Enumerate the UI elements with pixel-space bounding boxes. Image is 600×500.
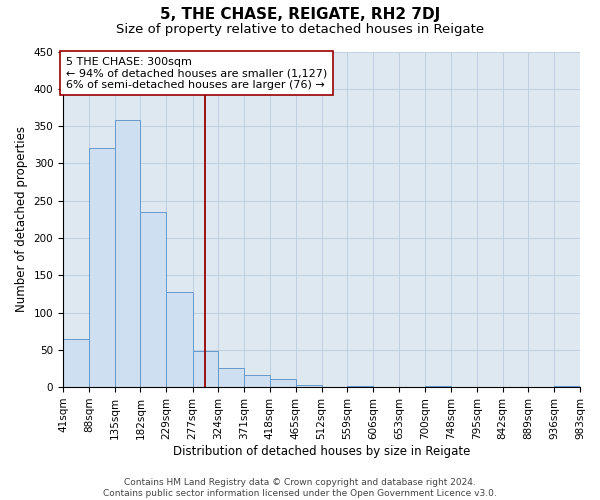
Bar: [193, 352, 218, 387]
Bar: [425, 386, 451, 387]
Bar: [115, 120, 140, 387]
Text: Contains HM Land Registry data © Crown copyright and database right 2024.
Contai: Contains HM Land Registry data © Crown c…: [103, 478, 497, 498]
Bar: [89, 148, 115, 387]
Bar: [296, 385, 322, 387]
Bar: [347, 386, 373, 387]
Text: Size of property relative to detached houses in Reigate: Size of property relative to detached ho…: [116, 22, 484, 36]
Bar: [270, 379, 296, 387]
Bar: [63, 338, 89, 387]
Bar: [218, 368, 244, 387]
Bar: [244, 375, 270, 387]
Bar: [140, 212, 166, 387]
Bar: [554, 386, 580, 387]
X-axis label: Distribution of detached houses by size in Reigate: Distribution of detached houses by size …: [173, 444, 470, 458]
Text: 5 THE CHASE: 300sqm
← 94% of detached houses are smaller (1,127)
6% of semi-deta: 5 THE CHASE: 300sqm ← 94% of detached ho…: [66, 56, 327, 90]
Text: 5, THE CHASE, REIGATE, RH2 7DJ: 5, THE CHASE, REIGATE, RH2 7DJ: [160, 8, 440, 22]
Bar: [166, 292, 193, 387]
Y-axis label: Number of detached properties: Number of detached properties: [15, 126, 28, 312]
